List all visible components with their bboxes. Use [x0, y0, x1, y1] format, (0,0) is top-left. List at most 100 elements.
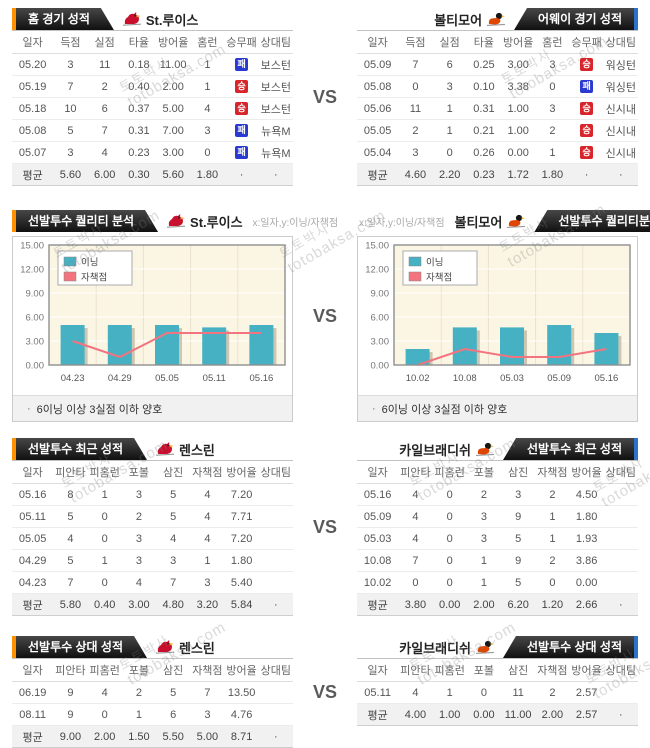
svg-text:12.00: 12.00 [365, 265, 389, 276]
table-cell: 7 [53, 571, 88, 594]
oriole-icon [475, 639, 495, 655]
table-cell: 4.50 [569, 483, 604, 506]
table-cell [258, 505, 293, 528]
table-cell: 05.20 [12, 53, 54, 76]
table-cell: 1.80 [190, 163, 225, 186]
tab-label: 어웨이 경기 성적 [514, 8, 634, 30]
stats-table: 일자 득점 실점 타율 방어율 홈런 승무패 상대팀 05.20 3 11 0.18 11.00 1 패 보스… [12, 30, 293, 186]
table-cell: 6 [87, 97, 122, 120]
table-row: 05.19 7 2 0.40 2.00 1 승 보스턴 [12, 75, 293, 98]
column-header: 실점 [432, 30, 467, 54]
recent-panel-right: 카일브래디쉬 선발투수 최근 성적 일자 피안타 피홈런 포볼 삼진 자책점 방어율 상대팀 0… [357, 438, 638, 616]
average-row: 평균 4.00 1.00 0.00 11.00 2.00 2.57 · [357, 703, 638, 726]
table-row: 05.03 4 0 3 5 1 1.93 [357, 527, 638, 550]
table-cell: 1 [121, 703, 157, 726]
column-header: 삼진 [156, 460, 191, 484]
table-cell: 4.80 [156, 593, 191, 616]
column-header: 포볼 [466, 658, 502, 682]
column-header: 피홈런 [87, 658, 122, 682]
table-cell: 0 [87, 571, 122, 594]
table-cell: 1 [535, 527, 570, 550]
table-cell: 9 [501, 505, 536, 528]
column-header: 실점 [87, 30, 122, 54]
table-cell: 05.08 [357, 75, 399, 98]
table-cell: 1 [432, 119, 467, 142]
table-cell: 3 [121, 483, 157, 506]
table-cell: 05.06 [357, 97, 399, 120]
table-cell: 4 [121, 571, 157, 594]
table-cell: 7.20 [224, 527, 259, 550]
average-row: 평균 9.00 2.00 1.50 5.50 5.00 8.71 · [12, 725, 293, 748]
table-cell: 3 [190, 571, 225, 594]
table-cell: 06.19 [12, 681, 54, 704]
table-cell: 승 [569, 53, 604, 76]
table-row: 06.19 9 4 2 5 7 13.50 [12, 681, 293, 704]
table-cell: 8.71 [224, 725, 259, 748]
table-row: 05.11 5 0 2 5 4 7.71 [12, 505, 293, 528]
table-cell: 7 [398, 53, 433, 76]
tab-accent-bar [634, 438, 638, 460]
table-cell: 뉴욕M [258, 119, 293, 142]
table-cell: 0 [190, 141, 225, 164]
table-cell: 5.80 [53, 593, 88, 616]
panel-header: 카일브래디쉬 선발투수 최근 성적 [357, 438, 638, 460]
column-header: 피안타 [53, 460, 88, 484]
table-cell: 0 [535, 75, 570, 98]
table-cell: 0 [87, 505, 122, 528]
oriole-icon [486, 11, 506, 27]
vs-label: VS [312, 305, 337, 326]
table-cell: 승 [224, 97, 259, 120]
table-cell: 0 [432, 527, 467, 550]
column-header: 상대팀 [258, 30, 293, 54]
table-cell: 04.29 [12, 549, 54, 572]
svg-text:6.00: 6.00 [26, 313, 45, 324]
table-cell [258, 549, 293, 572]
table-row: 04.29 5 1 3 3 1 1.80 [12, 549, 293, 572]
svg-text:0.00: 0.00 [26, 361, 45, 372]
table-cell: 4 [398, 505, 433, 528]
table-row: 05.18 10 6 0.37 5.00 4 승 보스턴 [12, 97, 293, 120]
table-cell: 05.05 [357, 119, 399, 142]
pitcher-label: 카일브래디쉬 [391, 438, 503, 460]
table-cell [603, 527, 638, 550]
loss-badge: 패 [235, 58, 249, 71]
axis-note: x:일자,y:이닝/자책점 [252, 217, 339, 229]
column-header: 타율 [466, 30, 502, 54]
table-cell: 7 [156, 571, 191, 594]
section-tab-vs: 선발투수 상대 성적 [503, 636, 638, 658]
table-cell: 5.50 [156, 725, 191, 748]
loss-badge: 패 [235, 124, 249, 137]
table-cell: 1 [190, 75, 225, 98]
table-cell: 5 [501, 571, 536, 594]
table-cell: 5.00 [190, 725, 225, 748]
table-cell: 2 [398, 119, 433, 142]
win-badge: 승 [580, 58, 594, 71]
tab-label: 선발투수 퀄리티 분석 [16, 210, 158, 232]
table-row: 05.05 4 0 3 4 4 7.20 [12, 527, 293, 550]
table-cell: 3 [190, 119, 225, 142]
table-cell: 05.04 [357, 141, 399, 164]
panel-header: 카일브래디쉬 선발투수 상대 성적 [357, 636, 638, 658]
table-cell: 2 [535, 483, 570, 506]
pitcher-name: 렌스린 [179, 442, 215, 458]
win-badge: 승 [580, 146, 594, 159]
table-cell: 2.00 [156, 75, 191, 98]
column-header: 피안타 [398, 658, 433, 682]
oriole-icon [506, 213, 526, 229]
column-header: 일자 [12, 30, 54, 54]
table-cell: 3 [121, 527, 157, 550]
table-cell: 1.93 [569, 527, 604, 550]
table-cell: 0 [432, 549, 467, 572]
svg-text:15.00: 15.00 [20, 241, 44, 252]
table-cell: 5 [501, 527, 536, 550]
column-header: 승무패 [224, 30, 259, 54]
team-label: 볼티모어 [447, 210, 535, 232]
pitcher-name: 렌스린 [179, 640, 215, 656]
table-cell: 05.05 [12, 527, 54, 550]
table-cell: 0.00 [569, 571, 604, 594]
table-cell: 0 [432, 141, 467, 164]
table-cell: 0.00 [432, 593, 467, 616]
vs-panel-right: 카일브래디쉬 선발투수 상대 성적 일자 피안타 피홈런 포볼 삼진 자책점 방어율 상대팀 0… [357, 636, 638, 726]
table-cell: 0 [398, 571, 433, 594]
